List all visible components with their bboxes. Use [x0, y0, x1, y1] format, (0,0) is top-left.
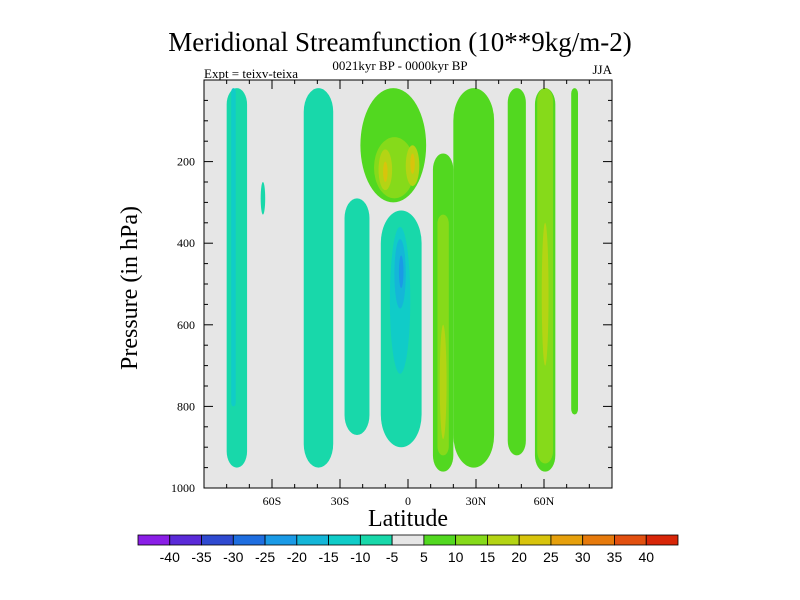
contour-region-14	[410, 153, 415, 174]
colorbar-swatch	[645, 534, 679, 546]
colorbar-swatch	[391, 534, 425, 546]
contour-region-12	[383, 161, 388, 182]
contour-region-23	[571, 88, 578, 415]
contour-region-1	[231, 88, 236, 407]
colorbar-swatch	[232, 534, 266, 546]
x-tick-label: 60N	[534, 494, 555, 508]
chart-title: Meridional Streamfunction (10**9kg/m-2)	[168, 27, 632, 57]
contour-region-8	[398, 255, 404, 289]
colorbar-swatch	[518, 534, 552, 546]
x-tick-label: 0	[405, 494, 411, 508]
contour-region-17	[439, 324, 447, 440]
colorbar-label: 15	[480, 549, 496, 565]
colorbar-label: 20	[511, 549, 527, 565]
colorbar-swatch	[137, 534, 171, 546]
colorbar-swatch	[296, 534, 329, 546]
contour-region-0	[226, 88, 248, 468]
chart-subtitle: 0021kyr BP - 0000kyr BP	[332, 58, 468, 73]
contour-region-18	[453, 88, 495, 468]
colorbar-label: -30	[223, 549, 243, 565]
season-label: JJA	[592, 62, 612, 77]
colorbar-swatch	[201, 534, 234, 546]
contour-region-19	[507, 88, 526, 456]
colorbar-label: -40	[160, 549, 180, 565]
y-tick-label: 400	[177, 236, 195, 250]
contour-region-22	[541, 222, 549, 366]
colorbar-swatch	[455, 534, 488, 546]
colorbar-label: -15	[318, 549, 338, 565]
colorbar-label: 40	[638, 549, 654, 565]
colorbar: -40 -35 -30 -25 -20 -15 -10 -5 5 10 15 20 25 30 35 40	[137, 534, 679, 565]
colorbar-label: 25	[543, 549, 559, 565]
colorbar-label: -25	[255, 549, 275, 565]
axis-ticks: 60S 30S 0 30N 60N 200 400 600 800 1000	[171, 80, 612, 508]
colorbar-swatch	[582, 534, 615, 546]
colorbar-swatch	[487, 534, 520, 546]
colorbar-label: -5	[386, 549, 399, 565]
colorbar-label: 30	[575, 549, 591, 565]
colorbar-swatch	[169, 534, 202, 546]
colorbar-swatch	[614, 534, 647, 546]
colorbar-label: -20	[287, 549, 307, 565]
colorbar-swatch	[264, 534, 298, 546]
contour-region-3	[260, 182, 266, 215]
x-tick-label: 30S	[331, 494, 350, 508]
contour-fills	[226, 88, 578, 472]
colorbar-label: 35	[607, 549, 623, 565]
experiment-label: Expt = teixv-teixa	[204, 66, 298, 81]
colorbar-label: -35	[191, 549, 211, 565]
colorbar-swatch	[423, 534, 457, 546]
x-axis-label: Latitude	[368, 506, 448, 532]
contour-region-2	[303, 88, 334, 468]
y-tick-label: 1000	[171, 481, 195, 495]
colorbar-swatch	[328, 534, 361, 546]
y-tick-label: 200	[177, 155, 195, 169]
x-tick-label: 60S	[263, 494, 282, 508]
y-tick-label: 800	[177, 399, 195, 413]
y-tick-label: 600	[177, 318, 195, 332]
contour-region-4	[344, 198, 370, 435]
colorbar-swatch	[359, 534, 393, 546]
colorbar-label: -10	[350, 549, 370, 565]
colorbar-label: 5	[420, 549, 428, 565]
colorbar-swatch	[550, 534, 584, 546]
colorbar-label: 10	[448, 549, 464, 565]
x-tick-label: 30N	[466, 494, 487, 508]
